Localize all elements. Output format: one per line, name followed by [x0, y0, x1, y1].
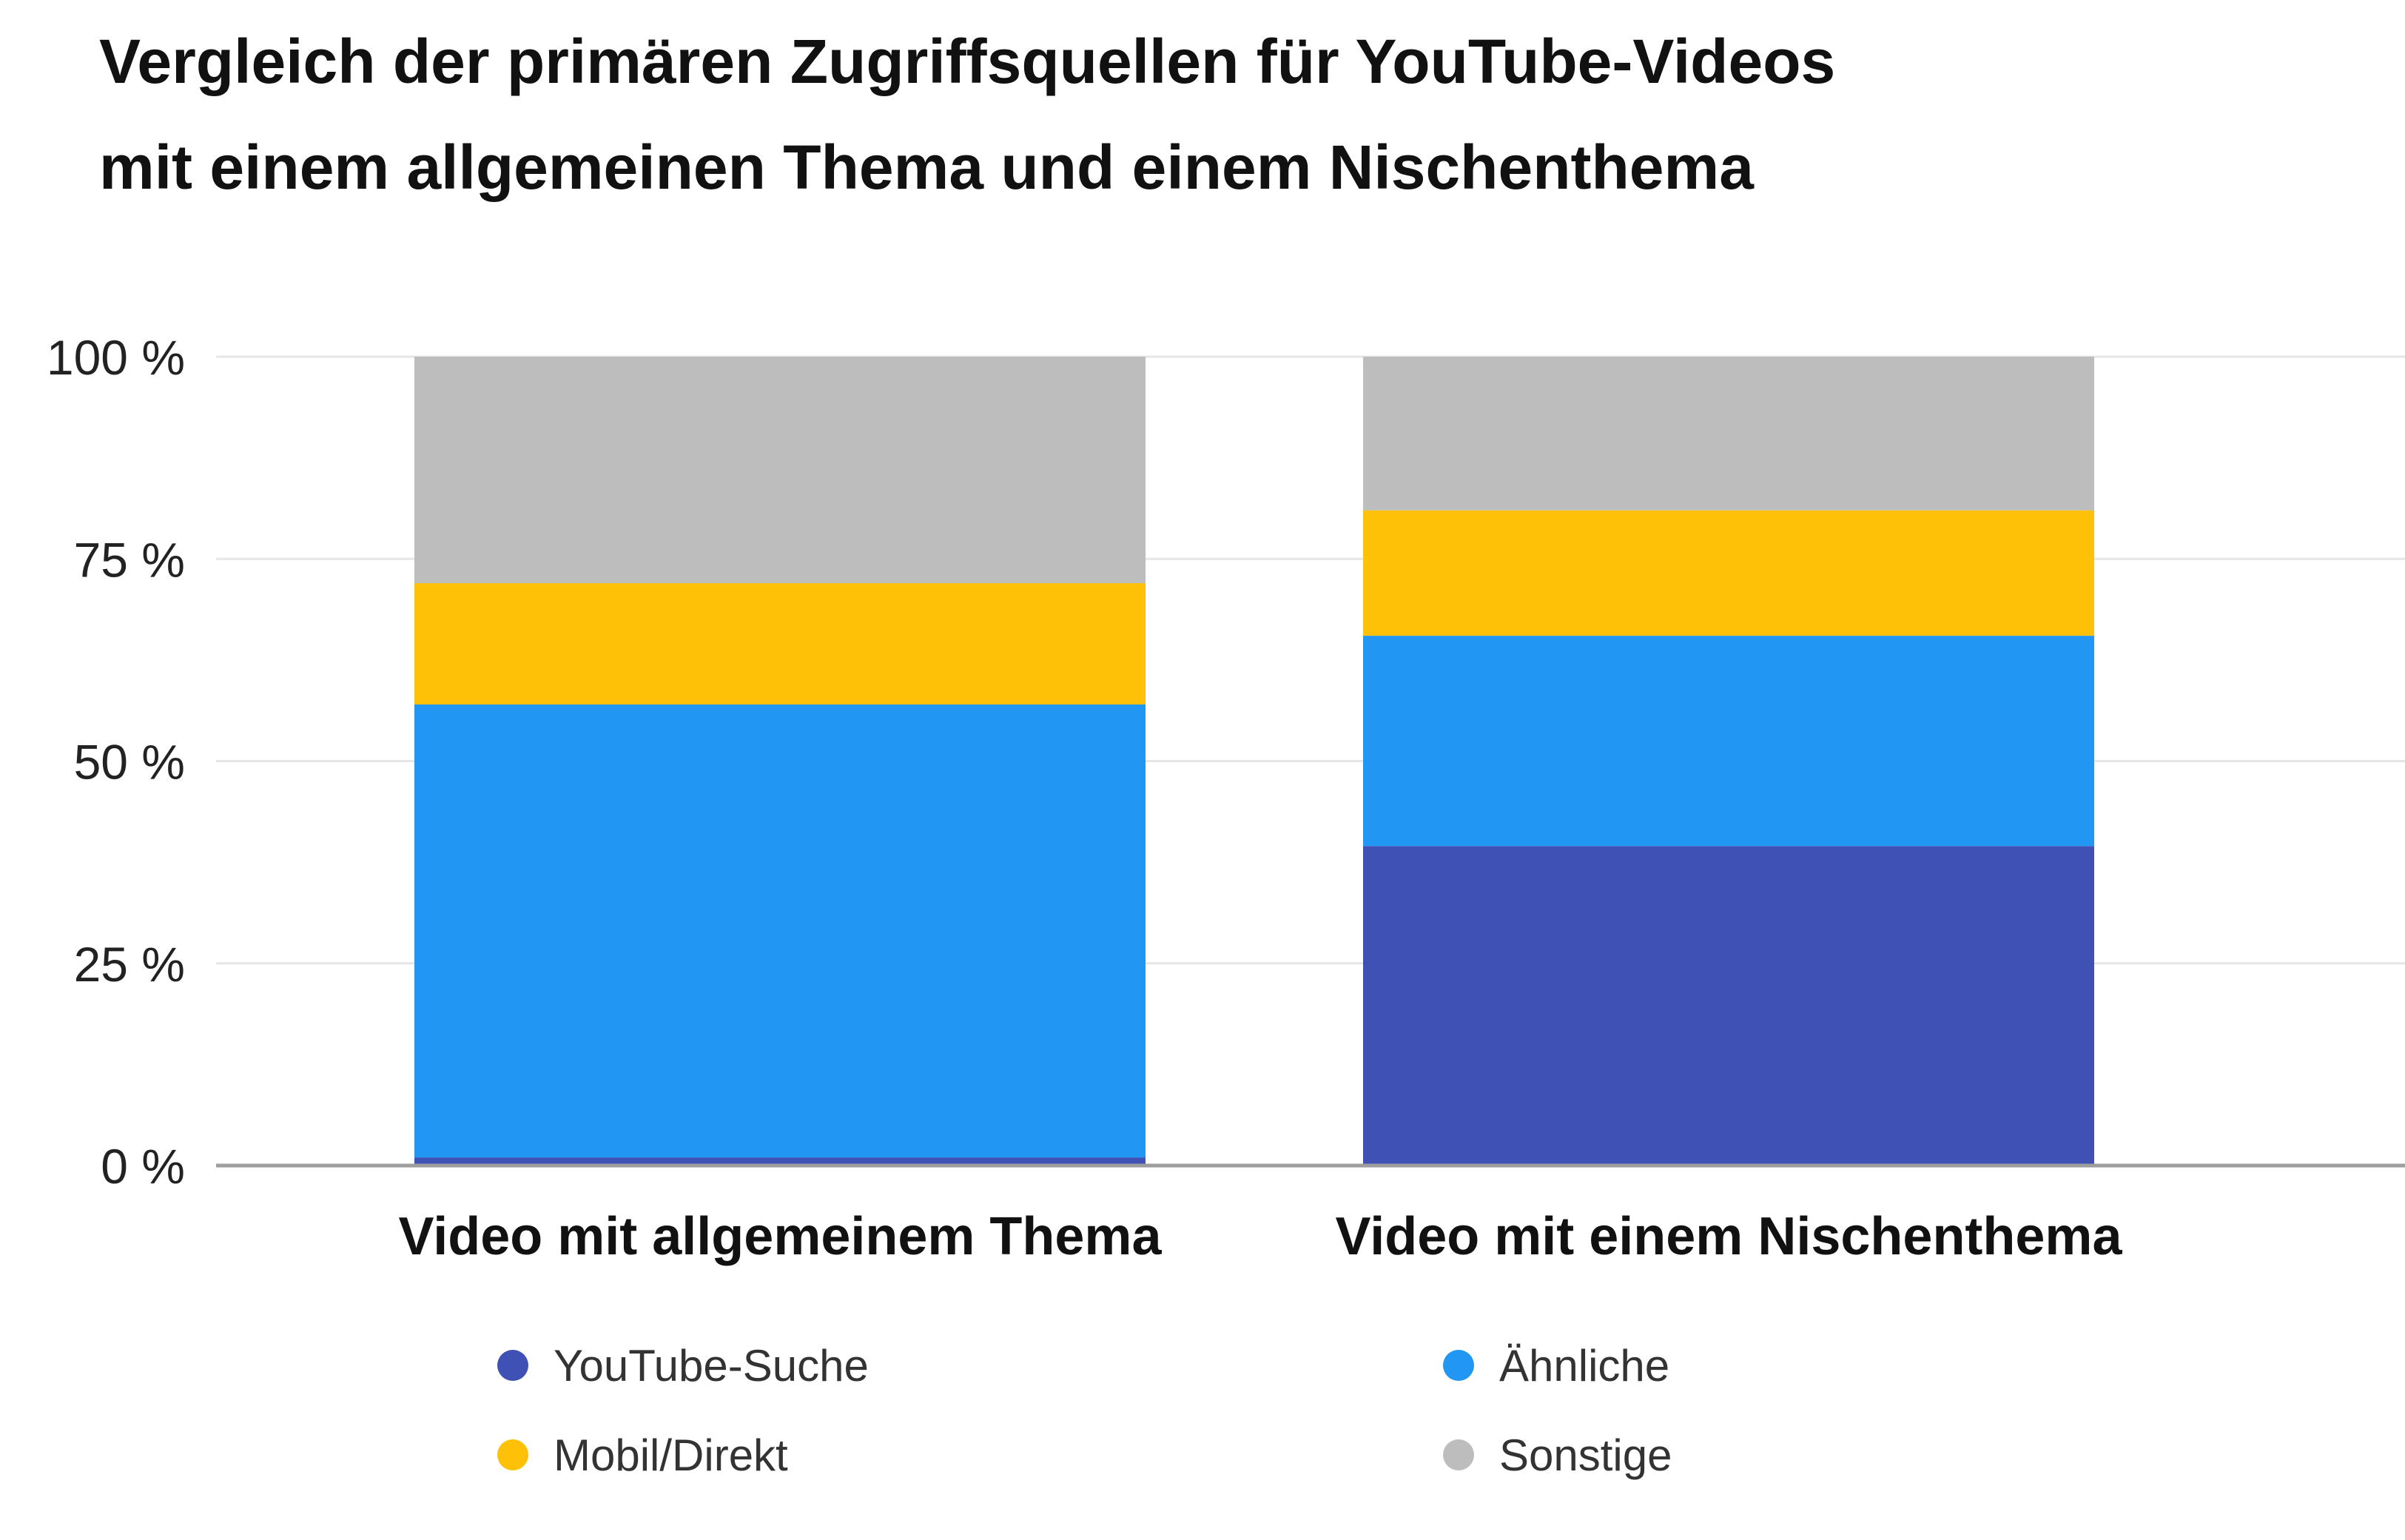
x-axis: Video mit allgemeinem Thema Video mit ein…: [399, 1207, 2123, 1266]
bar-segment: [414, 704, 1146, 1158]
legend: YouTube-Suche Ähnliche Mobil/Direkt Sonstig…: [497, 1341, 1672, 1480]
legend-label: Mobil/Direkt: [554, 1430, 788, 1480]
legend-marker: [1443, 1439, 1474, 1470]
y-tick-label: 75 %: [74, 532, 185, 587]
y-axis: 0 % 25 % 50 % 75 % 100 %: [47, 330, 185, 1194]
bar-segment: [1363, 357, 2094, 511]
bar-segment: [414, 583, 1146, 705]
chart-title-line-1: Vergleich der primären Zugriffsquellen f…: [99, 27, 1835, 96]
bar-segment: [1363, 636, 2094, 847]
bar-segment: [1363, 510, 2094, 636]
y-tick-label: 25 %: [74, 937, 185, 992]
chart-title-line-2: mit einem allgemeinen Thema und einem Ni…: [99, 132, 1755, 202]
legend-marker: [497, 1439, 528, 1470]
y-tick-label: 0 %: [101, 1139, 185, 1194]
legend-marker: [497, 1350, 528, 1381]
bars: [414, 357, 2094, 1166]
bar-segment: [1363, 846, 2094, 1166]
x-tick-label: Video mit einem Nischenthema: [1336, 1207, 2123, 1266]
y-tick-label: 50 %: [74, 735, 185, 790]
bar-segment: [414, 1157, 1146, 1166]
x-tick-label: Video mit allgemeinem Thema: [399, 1207, 1163, 1266]
legend-label: Sonstige: [1499, 1430, 1672, 1480]
bar-segment: [414, 357, 1146, 584]
chart-title: Vergleich der primären Zugriffsquellen f…: [99, 27, 1835, 202]
legend-label: YouTube-Suche: [554, 1341, 869, 1391]
legend-marker: [1443, 1350, 1474, 1381]
legend-label: Ähnliche: [1499, 1341, 1669, 1391]
y-tick-label: 100 %: [47, 330, 185, 385]
